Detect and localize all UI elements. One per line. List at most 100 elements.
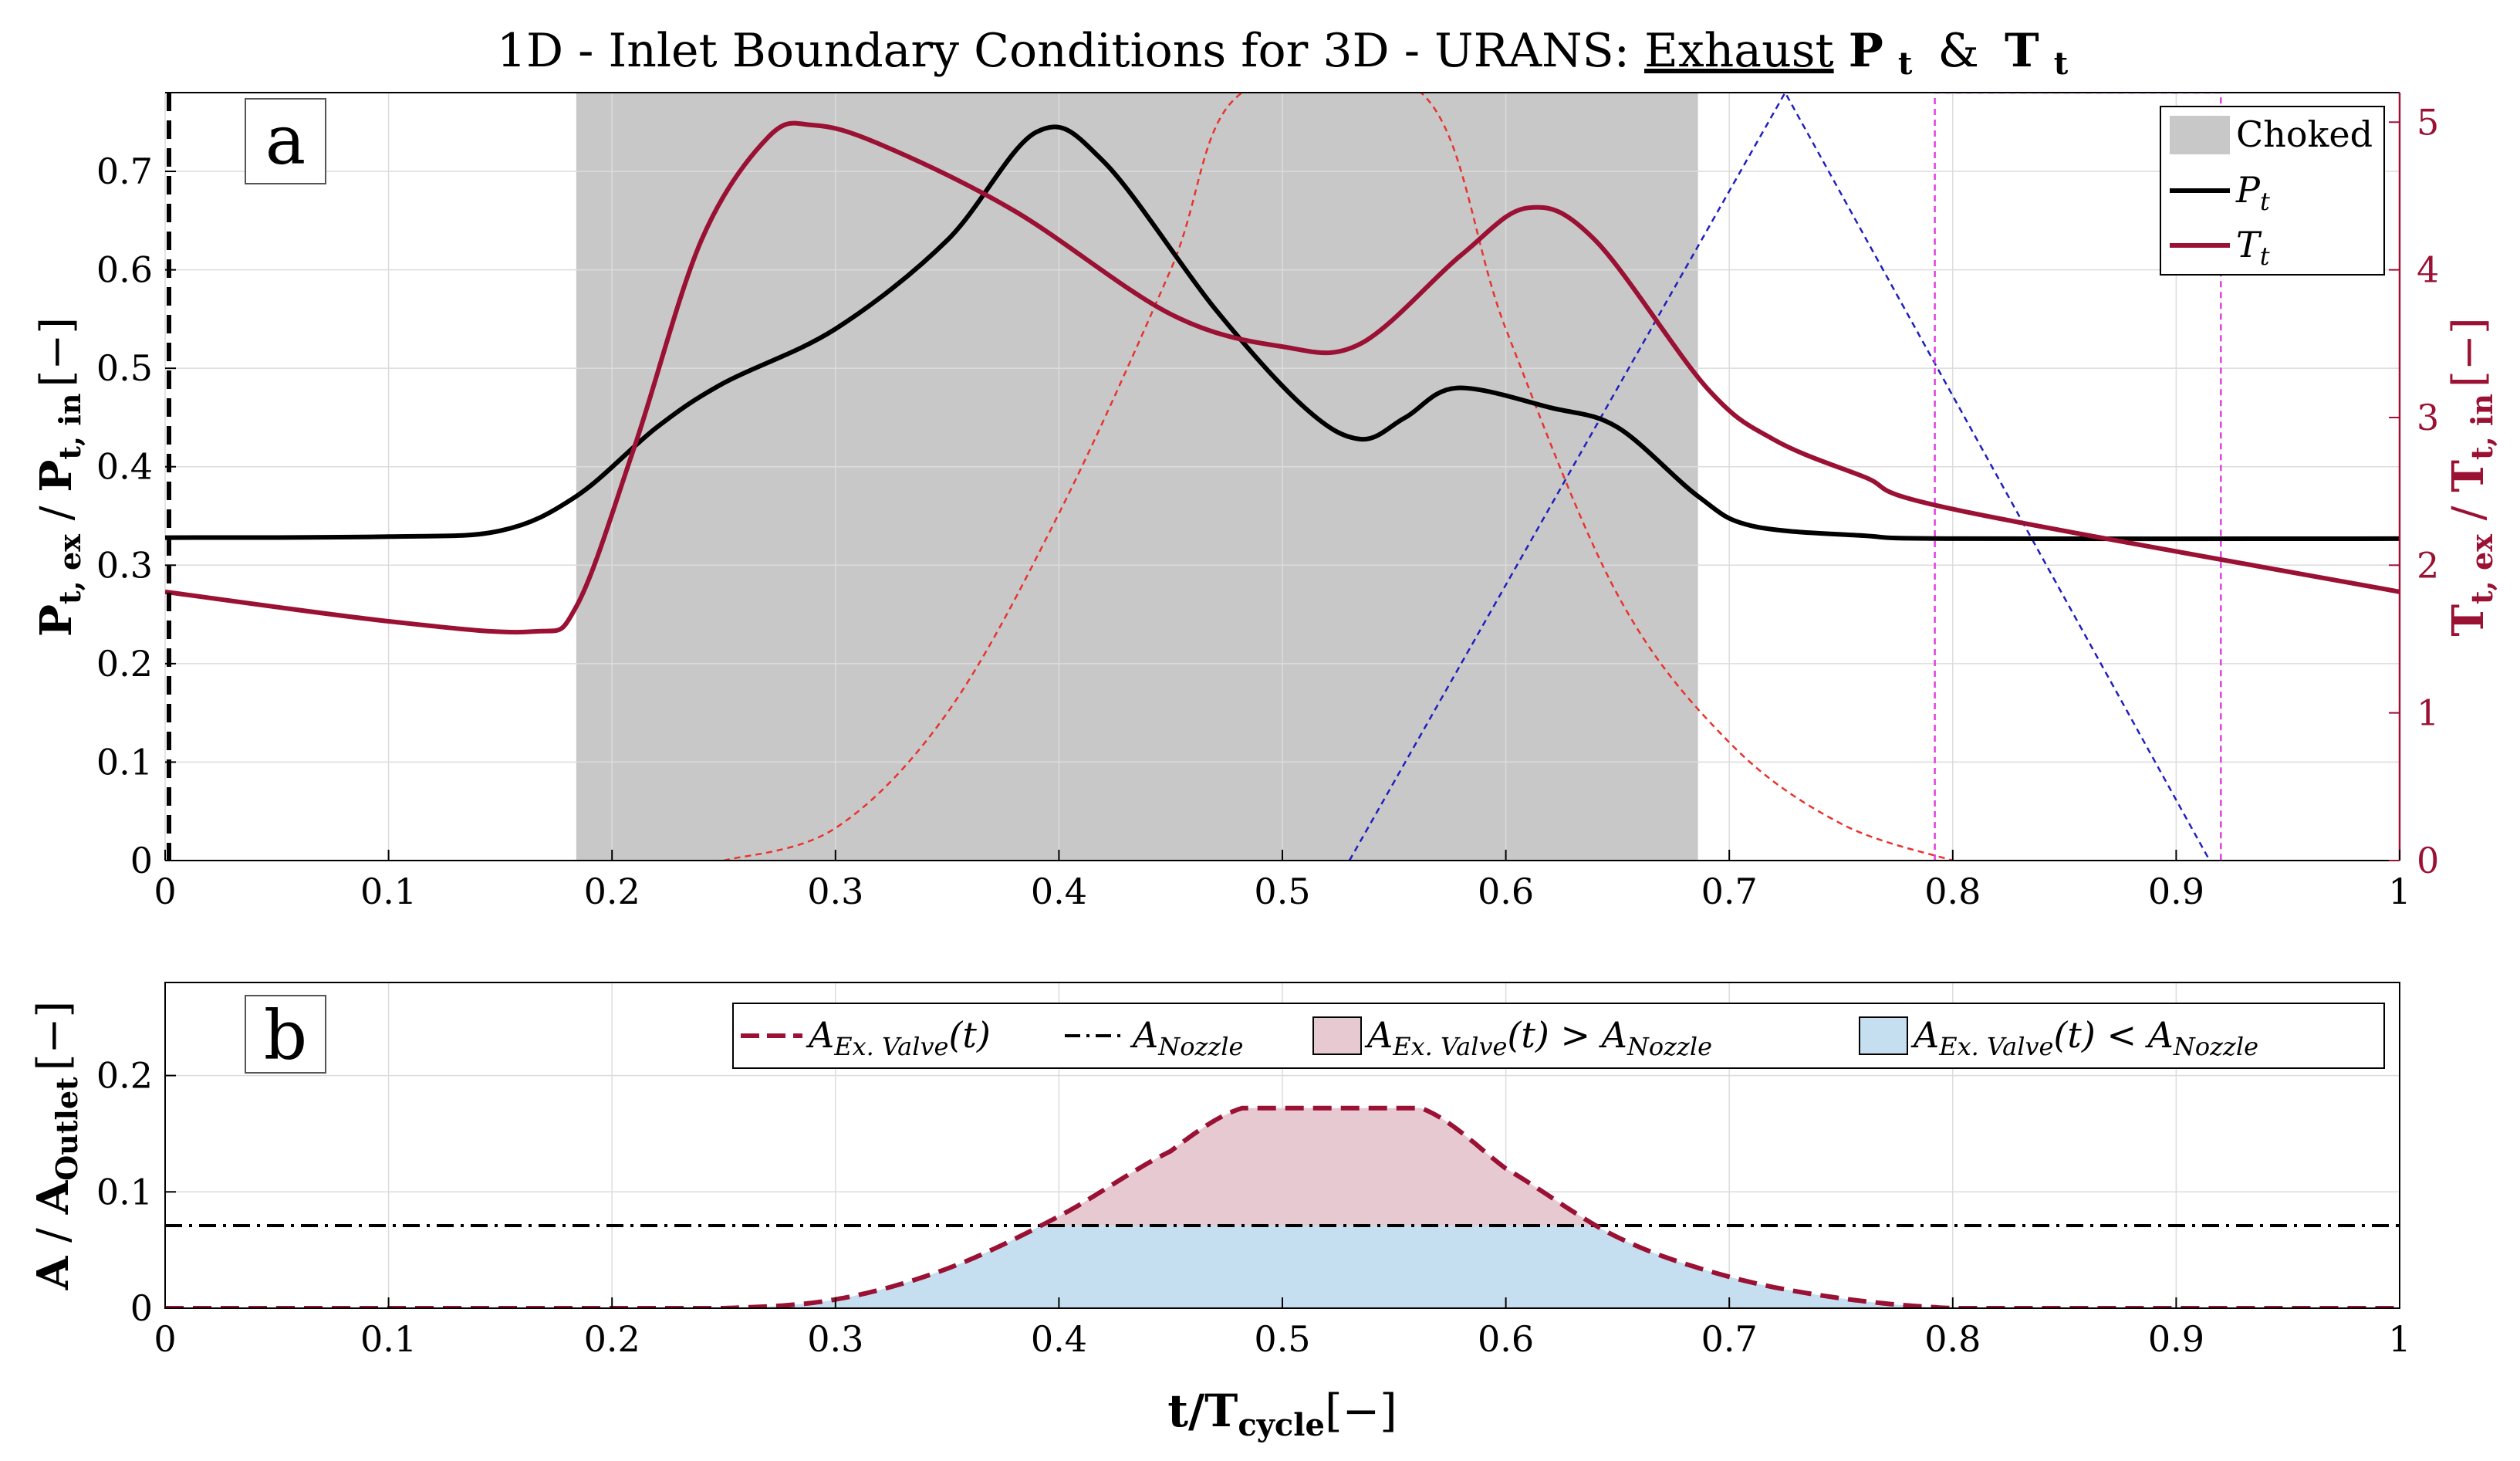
fill-valve-above-nozzle xyxy=(165,1108,2400,1226)
panel-a-y2label: Tt, ex / Tt, in [−] xyxy=(2443,317,2499,636)
legend-below-suffix: (t) < A xyxy=(2053,1014,2173,1056)
ylabel-b-main2: A xyxy=(28,1179,79,1215)
y2-tick-label: 3 xyxy=(2417,397,2439,438)
legend-below-sub: Ex. Valve xyxy=(1938,1032,2053,1061)
ylabel-a-sub1: t, ex xyxy=(52,534,87,604)
legend-below-main: A xyxy=(1910,1014,1939,1056)
y-tick-label: 0.4 xyxy=(96,446,153,488)
legend-pt-main: P xyxy=(2235,169,2261,211)
x-tick-label: 0.2 xyxy=(584,871,640,912)
y-tick-label: 0.2 xyxy=(96,643,153,685)
legend-pt-sub: t xyxy=(2260,187,2270,216)
fill-valve-below-nozzle xyxy=(165,1226,2400,1308)
ylabel-a-main2: P xyxy=(31,460,82,492)
panel-a-x-ticks: 0 0.1 0.2 0.3 0.4 0.5 0.6 0.7 0.8 0.9 1 xyxy=(154,850,2411,912)
legend-above-swatch xyxy=(1312,1016,1362,1055)
x-tick-label: 0.1 xyxy=(360,871,417,912)
y-tick-label: 0.2 xyxy=(96,1055,153,1097)
ylabel-a-sub2: t, in xyxy=(52,394,87,460)
y2-tick-label: 5 xyxy=(2417,101,2439,143)
legend-below-sub2: Nozzle xyxy=(2173,1032,2258,1061)
x-tick-label: 0.7 xyxy=(1701,1318,1758,1360)
ylabel-a-main: P xyxy=(31,604,82,637)
x-tick-label: 0.7 xyxy=(1701,871,1758,912)
panel-b: 0 0.1 0.2 0.3 0.4 0.5 0.6 0.7 0.8 0.9 1 00.10.2 b … xyxy=(28,982,2411,1443)
panel-a-legend: Choked Pt Tt xyxy=(2160,106,2385,276)
x-tick-label: 0.8 xyxy=(1924,871,1981,912)
x-tick-label: 0.3 xyxy=(807,871,863,912)
x-tick-label: 0.6 xyxy=(1478,1318,1534,1360)
x-tick-label: 0.9 xyxy=(2148,1318,2204,1360)
xlabel-b-unit: [−] xyxy=(1325,1385,1397,1437)
legend-b-box xyxy=(732,1003,2385,1069)
title-t-symbol: T xyxy=(2005,24,2039,78)
x-tick-label: 0.1 xyxy=(360,1318,417,1360)
panel-a-ylabel: Pt, ex / Pt, in [−] xyxy=(31,317,87,637)
legend-valve-label: AEx. Valve(t) xyxy=(806,1014,991,1061)
panel-b-legend: AEx. Valve(t) ANozzle AEx. Valve(t) > AN… xyxy=(732,1003,2385,1069)
legend-choked-swatch xyxy=(2170,116,2230,154)
y2label-a-main: T xyxy=(2443,604,2494,637)
ylabel-b-unit: [−] xyxy=(29,1001,79,1071)
legend-tt-main: T xyxy=(2236,224,2262,265)
legend-above-main: A xyxy=(1364,1014,1393,1056)
legend-pt-label: Pt xyxy=(2235,169,2270,216)
panel-a: 0 0.1 0.2 0.3 0.4 0.5 0.6 0.7 0.8 0.9 1 0 0.1 0.2 0.3… xyxy=(31,92,2499,912)
legend-tt-label: Tt xyxy=(2236,224,2270,271)
ylabel-a-sep: / xyxy=(32,492,82,534)
legend-above-sub2: Nozzle xyxy=(1627,1032,1712,1061)
x-tick-label: 1 xyxy=(2388,1318,2410,1360)
panel-b-x-ticks: 0 0.1 0.2 0.3 0.4 0.5 0.6 0.7 0.8 0.9 1 xyxy=(154,1297,2411,1360)
y-tick-label: 0 xyxy=(130,840,153,881)
legend-nozzle-main: A xyxy=(1130,1014,1158,1056)
choked-region xyxy=(576,93,1698,861)
nozzle-line xyxy=(1348,93,2211,861)
legend-valve-main: A xyxy=(806,1014,834,1056)
panel-a-y-ticks: 0 0.1 0.2 0.3 0.4 0.5 0.6 0.7 xyxy=(96,150,176,881)
y-tick-label: 0 xyxy=(130,1287,153,1329)
panel-a-y2-ticks: 0 1 2 3 4 5 xyxy=(2389,101,2439,881)
legend-nozzle-label: ANozzle xyxy=(1130,1014,1243,1061)
title-prefix: 1D - Inlet Boundary Conditions for 3D - … xyxy=(497,24,1644,78)
legend-nozzle-sub: Nozzle xyxy=(1157,1032,1243,1061)
title-p-symbol: P xyxy=(1849,24,1883,78)
legend-above-suffix: (t) > A xyxy=(1507,1014,1627,1056)
ylabel-a-unit: [−] xyxy=(32,317,82,387)
x-tick-label: 0.3 xyxy=(807,1318,863,1360)
panel-b-y-ticks: 0 0.1 0.2 xyxy=(96,1055,176,1329)
legend-above-label: AEx. Valve(t) > ANozzle xyxy=(1364,1014,1712,1061)
panel-b-xlabel: t/Tcycle[−] xyxy=(1167,1385,1397,1443)
legend-below-label: AEx. Valve(t) < ANozzle xyxy=(1910,1014,2258,1061)
x-tick-label: 0.4 xyxy=(1031,871,1087,912)
marker-window xyxy=(1934,93,2222,861)
ylabel-b-sub: Outlet xyxy=(49,1077,84,1181)
x-tick-label: 0 xyxy=(154,871,176,912)
x-tick-label: 0.5 xyxy=(1254,1318,1310,1360)
panel-a-label: a xyxy=(265,100,306,180)
title-amp: & xyxy=(1937,24,1978,78)
title-t-sub: t xyxy=(2054,46,2069,82)
y-tick-label: 0.5 xyxy=(96,347,153,389)
y2label-a-unit: [−] xyxy=(2444,317,2494,387)
tt-line xyxy=(165,120,2400,635)
xlabel-b-sub: cycle xyxy=(1238,1407,1325,1443)
y-tick-label: 0.6 xyxy=(96,249,153,291)
x-tick-label: 0.6 xyxy=(1478,871,1534,912)
legend-choked-label: Choked xyxy=(2236,113,2373,155)
chart-title: 1D - Inlet Boundary Conditions for 3D - … xyxy=(497,24,2069,86)
y2-tick-label: 0 xyxy=(2417,840,2439,881)
legend-above-sub: Ex. Valve xyxy=(1392,1032,1507,1061)
x-tick-label: 0.2 xyxy=(584,1318,640,1360)
title-underlined: Exhaust xyxy=(1644,24,1834,78)
y2-tick-label: 2 xyxy=(2417,544,2439,586)
y-tick-label: 0.1 xyxy=(96,1171,153,1212)
ylabel-b-sep: / xyxy=(29,1214,79,1256)
x-tick-label: 0.4 xyxy=(1031,1318,1087,1360)
ylabel-b-main: A xyxy=(28,1255,79,1290)
y2label-a-sub2: t, in xyxy=(2464,394,2499,460)
legend-valve-suffix: (t) xyxy=(948,1014,990,1056)
y-tick-label: 0.7 xyxy=(96,150,153,192)
legend-tt-sub: t xyxy=(2260,242,2270,271)
x-tick-label: 0.5 xyxy=(1254,871,1310,912)
